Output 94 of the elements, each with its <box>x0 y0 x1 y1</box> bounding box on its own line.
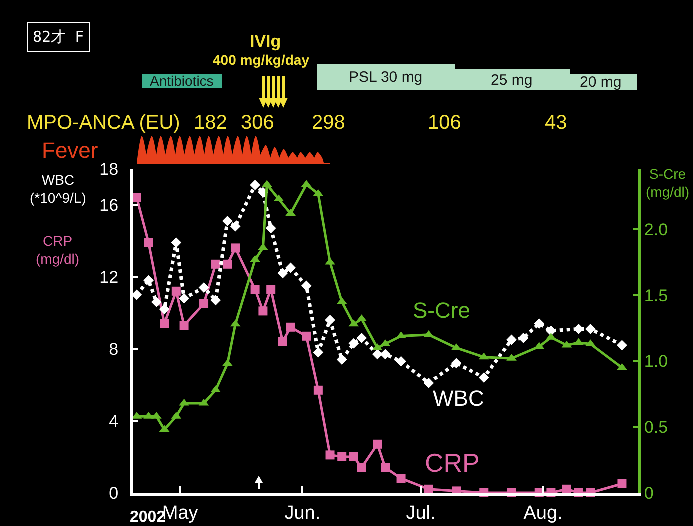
y2-tick-label: 0.5 <box>644 418 668 438</box>
point <box>223 260 232 269</box>
point <box>451 358 462 369</box>
point <box>349 452 358 462</box>
point <box>222 216 233 226</box>
point <box>132 290 142 300</box>
y2-tick-label: 1.5 <box>644 286 668 306</box>
point <box>424 378 434 388</box>
y2-axis-title: S-Cre (mg/dl) <box>646 166 690 200</box>
point <box>380 349 391 360</box>
point <box>506 334 517 346</box>
point <box>250 255 260 262</box>
text: PSL 30 mg <box>349 69 423 86</box>
text: Fever <box>42 138 98 163</box>
point <box>301 280 312 292</box>
point <box>179 398 190 406</box>
point <box>286 262 296 274</box>
x-tick-label: Aug. <box>524 502 563 524</box>
x-tick-label: Jul. <box>406 502 436 524</box>
point <box>200 300 209 308</box>
point <box>618 480 627 488</box>
point <box>585 324 596 334</box>
point <box>546 326 556 336</box>
point <box>356 333 368 344</box>
point <box>617 340 628 351</box>
y-tick-label: 8 <box>109 340 119 359</box>
point <box>534 318 545 329</box>
text: 298 <box>312 112 346 134</box>
point <box>278 268 288 279</box>
point <box>231 244 240 253</box>
point <box>198 282 210 293</box>
point <box>396 356 406 367</box>
y2-tick-label: 0 <box>644 484 654 503</box>
series-label: CRP <box>425 448 480 478</box>
point <box>286 322 296 332</box>
text: 20 mg <box>580 74 622 91</box>
text: 106 <box>428 112 462 134</box>
point <box>180 321 189 330</box>
x-tick-label: Jun. <box>284 502 321 524</box>
y2-tick-label: 2.0 <box>644 220 668 240</box>
y-tick-label: 18 <box>100 160 119 179</box>
point <box>151 297 162 308</box>
point <box>250 180 260 190</box>
series-label: WBC <box>433 386 484 411</box>
y-tick-label: 16 <box>100 196 119 215</box>
text: 25 mg <box>491 72 533 89</box>
point <box>373 440 382 449</box>
point <box>314 386 323 395</box>
point <box>278 337 288 346</box>
text: 400 mg/kg/day <box>213 52 310 68</box>
point <box>313 347 324 358</box>
y-axis-title: WBC (*10^9/L) <box>30 172 86 206</box>
point <box>396 474 406 484</box>
point <box>336 354 348 365</box>
point <box>250 285 260 294</box>
point <box>326 450 335 460</box>
point <box>171 238 182 248</box>
point <box>210 295 222 306</box>
y-tick-label: 0 <box>109 484 119 503</box>
point <box>258 306 268 316</box>
text: IVIg <box>250 32 282 51</box>
text: 82才 F <box>33 28 84 46</box>
point <box>396 332 406 339</box>
text: 2002 <box>130 509 166 526</box>
text: CRP (mg/dl) <box>36 233 80 268</box>
point <box>160 319 170 328</box>
text: MPO-ANCA (EU) <box>27 112 180 134</box>
point <box>325 315 336 326</box>
point <box>518 333 529 344</box>
series-label: S-Cre <box>413 298 470 323</box>
point <box>338 452 347 462</box>
text: 306 <box>241 112 274 134</box>
point <box>266 223 276 234</box>
point <box>302 332 312 341</box>
point <box>211 260 220 269</box>
y-tick-label: 4 <box>109 412 119 431</box>
point <box>617 363 628 370</box>
point <box>132 193 142 202</box>
point <box>348 338 360 349</box>
point <box>144 275 154 286</box>
y2-tick-label: 1.0 <box>644 352 668 372</box>
point <box>357 463 366 472</box>
y-tick-label: 12 <box>100 268 119 287</box>
text: Antibiotics <box>150 73 214 89</box>
point <box>266 285 276 294</box>
point <box>381 463 390 472</box>
point <box>478 372 490 383</box>
text: 182 <box>194 112 228 134</box>
point <box>159 304 170 315</box>
point <box>230 221 241 232</box>
point <box>172 286 181 296</box>
point <box>179 293 190 304</box>
text: 43 <box>545 112 568 134</box>
point <box>144 238 154 248</box>
